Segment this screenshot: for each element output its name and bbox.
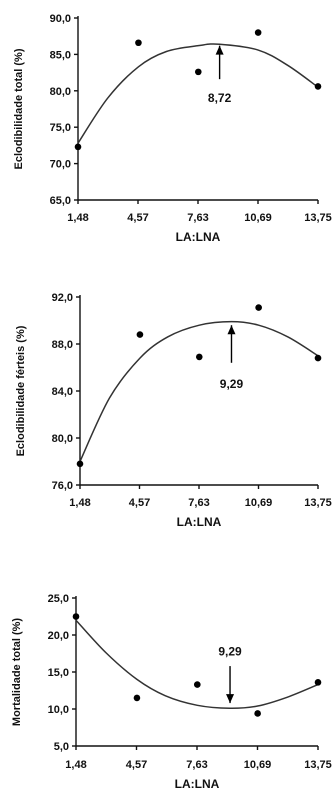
y-tick-label: 10,0 [48, 704, 69, 716]
x-tick-label: 4,57 [126, 759, 147, 771]
y-axis-label: Eclodibilidade férteis (%) [15, 325, 27, 456]
y-tick-label: 88,0 [52, 339, 73, 351]
data-point [76, 460, 84, 468]
arrowhead [227, 325, 236, 335]
y-tick-label: 90,0 [50, 13, 71, 25]
x-axis-label: LA:LNA [177, 515, 222, 529]
data-point [194, 68, 202, 76]
y-tick-label: 65,0 [50, 195, 71, 207]
y-tick-label: 70,0 [50, 159, 71, 171]
x-tick-label: 4,57 [129, 497, 150, 509]
x-tick-label: 1,48 [65, 759, 86, 771]
x-tick-label: 13,75 [304, 759, 332, 771]
x-tick-label: 4,57 [127, 212, 148, 224]
arrowhead [215, 45, 224, 55]
data-point [135, 39, 142, 47]
fit-curve [77, 43, 319, 144]
y-tick-label: 85,0 [50, 49, 71, 61]
data-point [254, 710, 261, 717]
chart-panel-1: 65,0 70,0 75,0 80,0 85,0 90,0 1,48 4,57 7,63 10,6… [13, 13, 332, 244]
data-point [314, 83, 322, 90]
x-tick-label: 10,69 [244, 759, 272, 771]
y-axis-label: Eclodibilidade total (%) [13, 48, 25, 169]
y-tick-label: 92,0 [52, 292, 73, 304]
annotation-label: 9,29 [220, 377, 244, 391]
y-tick-label: 75,0 [50, 122, 71, 134]
x-tick-label: 10,69 [244, 212, 272, 224]
data-point [133, 694, 141, 702]
data-point [255, 304, 262, 311]
data-point [136, 331, 144, 338]
arrowhead [226, 694, 235, 704]
data-point [74, 143, 82, 151]
data-point [72, 613, 80, 620]
chart-panel-3: 5,0 10,0 15,0 20,0 25,0 1,48 4,57 7,63 10,69 13,7… [11, 593, 332, 791]
x-axis-label: LA:LNA [175, 777, 220, 791]
x-axis-label: LA:LNA [176, 230, 221, 244]
x-tick-label: 13,75 [304, 497, 332, 509]
x-tick-label: 1,48 [67, 212, 88, 224]
y-tick-label: 25,0 [48, 593, 69, 605]
x-tick-label: 7,63 [186, 759, 207, 771]
x-tick-label: 10,69 [245, 497, 273, 509]
y-tick-label: 20,0 [48, 630, 69, 642]
data-point [314, 354, 322, 362]
annotation-label: 8,72 [208, 91, 232, 105]
x-tick-label: 7,63 [188, 497, 209, 509]
y-tick-label: 80,0 [52, 433, 73, 445]
fit-curve [75, 619, 319, 710]
data-point [314, 679, 322, 686]
fit-curve [79, 320, 319, 462]
data-point [195, 353, 203, 361]
x-tick-label: 7,63 [187, 212, 208, 224]
y-tick-label: 84,0 [52, 386, 73, 398]
y-tick-label: 76,0 [52, 480, 73, 492]
y-axis-label: Mortalidade total (%) [11, 618, 23, 727]
data-point [193, 681, 201, 688]
y-tick-label: 80,0 [50, 86, 71, 98]
chart-panel-2: 76,0 80,0 84,0 88,0 92,0 1,48 4,57 7,63 10,69 13,… [15, 292, 332, 529]
x-tick-label: 13,75 [304, 212, 332, 224]
data-point [254, 29, 262, 36]
annotation-label: 9,29 [218, 644, 242, 658]
y-tick-label: 15,0 [48, 667, 69, 679]
x-tick-label: 1,48 [69, 497, 90, 509]
y-tick-label: 5,0 [54, 741, 69, 753]
